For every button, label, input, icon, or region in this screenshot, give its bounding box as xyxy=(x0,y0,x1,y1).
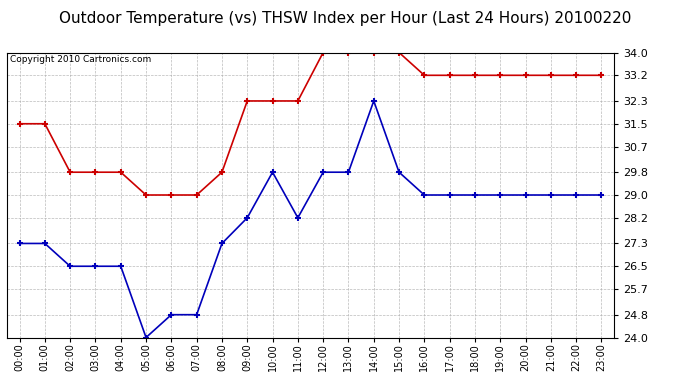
Text: Outdoor Temperature (vs) THSW Index per Hour (Last 24 Hours) 20100220: Outdoor Temperature (vs) THSW Index per … xyxy=(59,11,631,26)
Text: Copyright 2010 Cartronics.com: Copyright 2010 Cartronics.com xyxy=(10,56,151,64)
